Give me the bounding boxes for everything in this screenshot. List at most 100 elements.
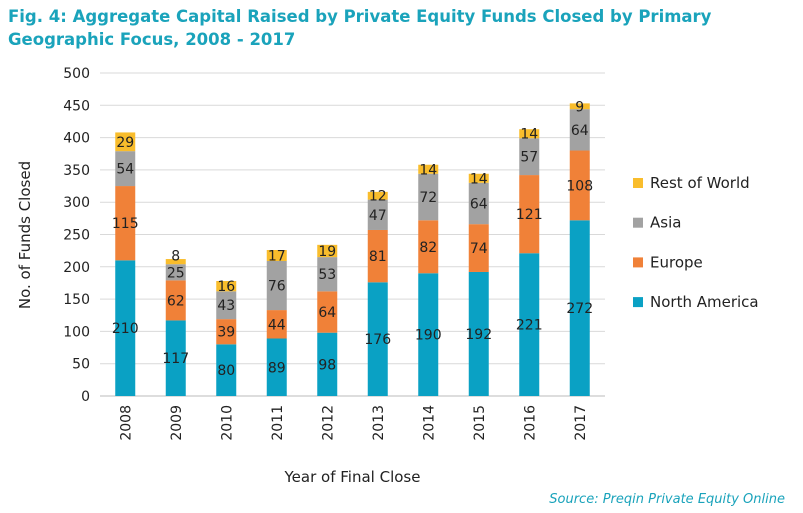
- data-label: 190: [415, 328, 442, 344]
- data-label: 43: [217, 298, 235, 314]
- data-label: 74: [470, 241, 488, 257]
- bar-segment: [468, 182, 489, 225]
- legend-label: Europe: [650, 253, 703, 271]
- y-tick-label: 100: [63, 324, 90, 340]
- bar-segment: [367, 191, 388, 200]
- data-label: 121: [516, 207, 543, 223]
- bar-segment: [317, 257, 338, 292]
- data-label: 117: [162, 351, 189, 367]
- legend-swatch: [633, 257, 643, 268]
- data-label: 54: [116, 162, 134, 178]
- x-tick-label: 2011: [270, 405, 286, 441]
- x-tick-label: 2013: [371, 405, 387, 441]
- bar-segment: [468, 224, 489, 272]
- bar-segment: [367, 282, 388, 396]
- y-tick-label: 250: [63, 228, 90, 244]
- bar-segment: [418, 173, 439, 221]
- bar-segment: [266, 310, 287, 339]
- bar-segment: [266, 250, 287, 261]
- bar-segment: [468, 271, 489, 396]
- y-tick-label: 200: [63, 260, 90, 276]
- bar-segment: [519, 129, 540, 139]
- bar-segment: [317, 291, 338, 333]
- x-tick-label: 2014: [421, 405, 437, 441]
- x-tick-label: 2012: [320, 405, 336, 441]
- data-label: 64: [470, 196, 488, 212]
- bar-segment: [216, 344, 237, 396]
- bar-segment: [165, 259, 186, 265]
- data-label: 14: [419, 162, 437, 178]
- data-label: 64: [318, 305, 336, 321]
- legend-label: North America: [650, 293, 759, 311]
- data-label: 272: [566, 301, 593, 317]
- data-label: 9: [575, 99, 584, 115]
- bar-segment: [115, 151, 136, 187]
- y-tick-label: 0: [81, 389, 90, 405]
- bar-segment: [165, 264, 186, 281]
- data-label: 115: [112, 216, 139, 232]
- bar-segment: [519, 253, 540, 396]
- x-tick-label: 2017: [573, 405, 589, 441]
- bar-segment: [569, 220, 590, 396]
- y-tick-label: 50: [72, 357, 90, 373]
- bar-segment: [216, 291, 237, 320]
- data-label: 221: [516, 318, 543, 334]
- data-label: 72: [419, 190, 437, 206]
- x-tick-label: 2016: [522, 405, 538, 441]
- data-label: 16: [217, 279, 235, 295]
- legend-label: Asia: [650, 214, 681, 232]
- legend-label: Rest of World: [650, 174, 750, 192]
- x-tick-label: 2009: [169, 405, 185, 441]
- bar-segment: [266, 338, 287, 396]
- bar-segment: [569, 109, 590, 151]
- bar-segment: [115, 260, 136, 396]
- x-tick-label: 2015: [472, 405, 488, 441]
- bar-segment: [468, 173, 489, 183]
- bar-segment: [367, 199, 388, 230]
- bar-segment: [317, 332, 338, 396]
- data-label: 210: [112, 321, 139, 337]
- x-tick-label: 2010: [219, 405, 235, 441]
- y-axis-title: No. of Funds Closed: [16, 161, 34, 309]
- bar-segment: [519, 175, 540, 254]
- data-label: 82: [419, 240, 437, 256]
- data-label: 76: [268, 279, 286, 295]
- data-label: 39: [217, 325, 235, 341]
- legend-swatch: [633, 178, 643, 188]
- bar-segment: [418, 220, 439, 274]
- y-tick-label: 500: [63, 66, 90, 82]
- data-label: 80: [217, 363, 235, 379]
- x-axis-title: Year of Final Close: [284, 468, 421, 486]
- data-label: 19: [318, 244, 336, 260]
- bar-segment: [569, 150, 590, 221]
- bar-segment: [418, 164, 439, 174]
- bar-segment: [216, 281, 237, 292]
- source-note: Source: Preqin Private Equity Online: [549, 492, 785, 507]
- x-tick-label: 2008: [118, 405, 134, 441]
- data-label: 14: [470, 171, 488, 187]
- chart-title: Fig. 4: Aggregate Capital Raised by Priv…: [8, 7, 712, 49]
- bar-segment: [115, 186, 136, 261]
- y-tick-label: 450: [63, 98, 90, 114]
- data-label: 47: [369, 208, 387, 224]
- data-label: 57: [520, 150, 538, 166]
- data-label: 89: [268, 360, 286, 376]
- data-label: 14: [520, 127, 538, 143]
- bar-segment: [569, 103, 590, 110]
- data-label: 81: [369, 249, 387, 265]
- y-tick-label: 350: [63, 163, 90, 179]
- data-label: 8: [171, 248, 180, 264]
- y-tick-label: 150: [63, 292, 90, 308]
- data-label: 64: [571, 123, 589, 139]
- bar-segment: [519, 138, 540, 176]
- bar-segment: [266, 260, 287, 311]
- bar-segment: [165, 320, 186, 396]
- data-label: 192: [465, 327, 492, 343]
- bar-segment: [317, 244, 338, 258]
- legend-swatch: [633, 217, 643, 228]
- data-label: 98: [318, 357, 336, 373]
- data-label: 62: [167, 293, 185, 309]
- bar-segment: [367, 229, 388, 283]
